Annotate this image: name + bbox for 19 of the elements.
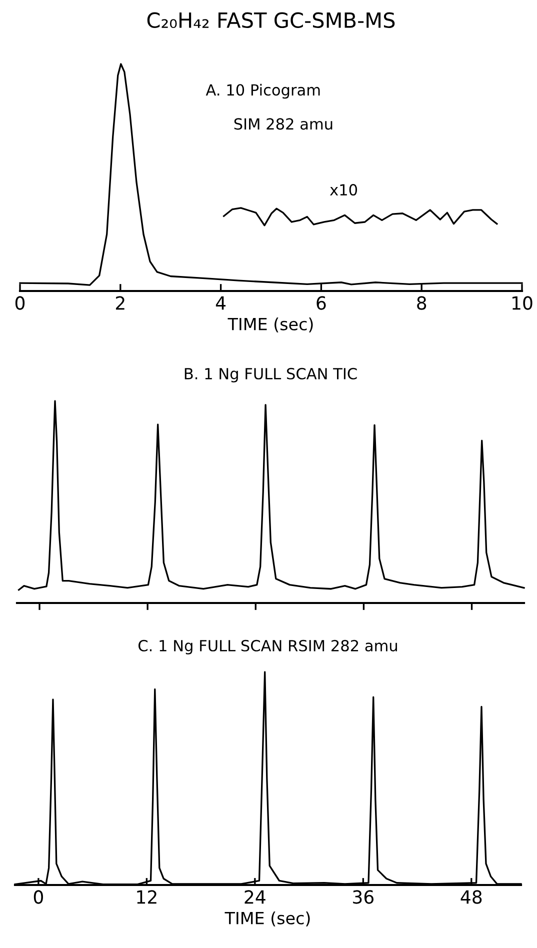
chart-title: C₂₀H₄₂ FAST GC-SMB-MS bbox=[147, 12, 395, 28]
x-tick-label: 6 bbox=[316, 296, 326, 310]
x-tick-label: 12 bbox=[137, 890, 156, 904]
x-tick-label: 0 bbox=[34, 890, 43, 904]
x-tick-label: 4 bbox=[216, 296, 226, 310]
x-tick-label: 2 bbox=[116, 296, 124, 310]
x-tick-label: 8 bbox=[417, 296, 426, 310]
x-tick-label: 10 bbox=[512, 296, 532, 310]
x-axis-title: TIME (sec) bbox=[224, 912, 310, 926]
chart-title: C. 1 Ng FULL SCAN RSIM 282 amu bbox=[138, 640, 397, 654]
annotation: SIM 282 amu bbox=[234, 118, 332, 130]
x-tick-label: 0 bbox=[15, 296, 25, 310]
x-tick-label: 48 bbox=[460, 890, 482, 904]
annotation: x10 bbox=[330, 184, 358, 196]
chart-title: B. 1 Ng FULL SCAN TIC bbox=[184, 368, 357, 382]
x-tick-label: 24 bbox=[244, 890, 266, 904]
annotation: A. 10 Picogram bbox=[206, 84, 320, 99]
x-axis-title: TIME (sec) bbox=[228, 318, 313, 332]
x-tick-label: 36 bbox=[353, 890, 374, 904]
